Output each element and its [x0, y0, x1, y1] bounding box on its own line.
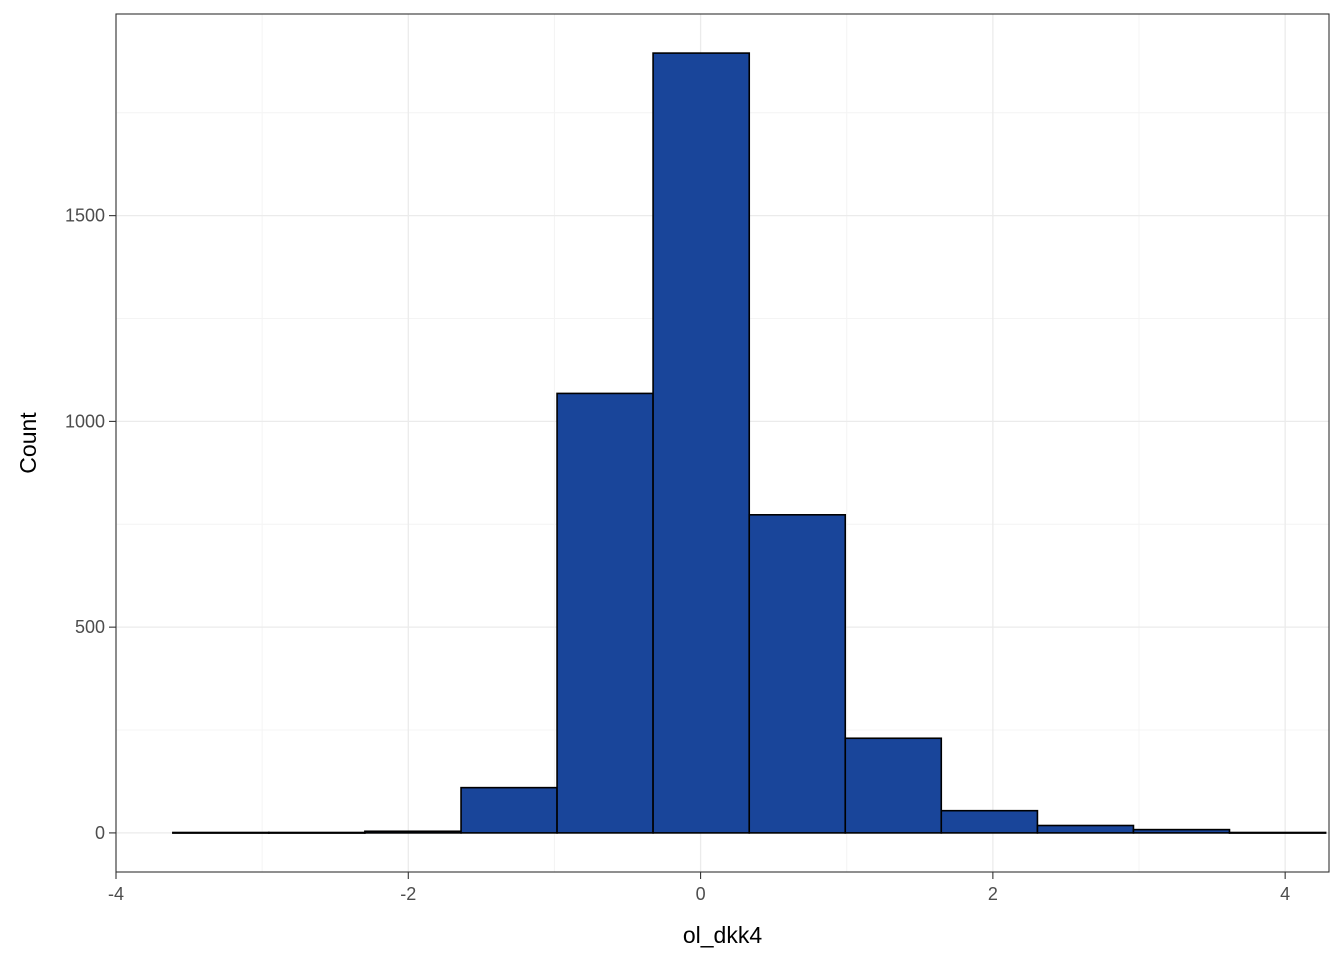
y-tick-label: 1500 — [65, 206, 105, 226]
histogram-bar — [748, 514, 847, 834]
y-axis-ticks: 0 500 1000 1500 — [65, 206, 116, 843]
histogram-bar — [460, 786, 558, 834]
y-tick-label: 1000 — [65, 411, 105, 431]
histogram-bar — [268, 831, 366, 834]
histogram-bar — [1132, 828, 1231, 834]
x-tick-label: -2 — [400, 884, 416, 904]
histogram-bar — [172, 831, 270, 834]
histogram-bar — [940, 809, 1039, 834]
histogram-bars — [172, 52, 1327, 834]
x-tick-label: 2 — [988, 884, 998, 904]
histogram-bar — [1228, 831, 1327, 834]
panel-border — [115, 13, 1330, 873]
histogram-bar — [652, 52, 751, 834]
x-axis-title: ol_dkk4 — [683, 922, 762, 948]
x-tick-label: -4 — [108, 884, 124, 904]
histogram-bar — [844, 737, 943, 834]
y-tick-label: 500 — [75, 617, 105, 637]
histogram-bar — [364, 830, 462, 834]
x-tick-label: 0 — [696, 884, 706, 904]
x-axis-ticks: -4 -2 0 2 4 — [108, 872, 1290, 904]
x-tick-label: 4 — [1280, 884, 1290, 904]
histogram-bar — [1036, 824, 1135, 834]
y-tick-label: 0 — [95, 823, 105, 843]
y-axis-title: Count — [15, 412, 41, 474]
histogram-bar — [556, 392, 654, 834]
